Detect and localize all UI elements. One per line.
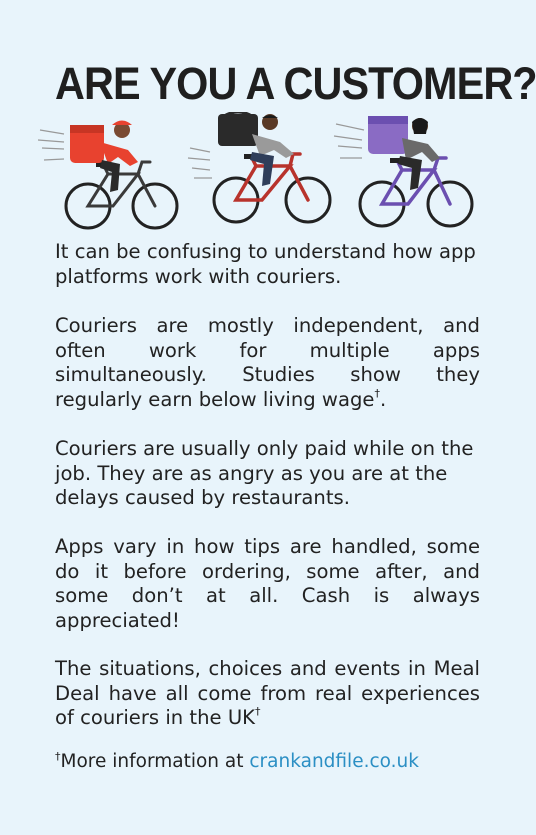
website-link[interactable]: crankandfile.co.uk bbox=[249, 751, 419, 772]
courier-red-bag-cyclist-icon bbox=[38, 120, 179, 230]
dagger-mark: † bbox=[55, 749, 61, 763]
courier-purple-bag-cyclist-icon bbox=[333, 116, 474, 228]
paragraph-meal-deal: The situations, choices and events in Me… bbox=[55, 657, 480, 729]
courier-black-bag-cyclist-icon bbox=[187, 112, 332, 224]
paragraph-intro: It can be confusing to understand how ap… bbox=[55, 240, 476, 288]
footnote: †More information at crankandfile.co.uk bbox=[55, 749, 419, 772]
paragraph-tips: Apps vary in how tips are handled, some … bbox=[55, 535, 480, 632]
dagger-mark: † bbox=[374, 386, 380, 400]
page-title: ARE YOU A CUSTOMER? bbox=[55, 58, 536, 109]
paragraph-independent: Couriers are mostly independent, and oft… bbox=[55, 314, 480, 411]
paragraph-paid: Couriers are usually only paid while on … bbox=[55, 437, 474, 509]
couriers-illustration bbox=[38, 112, 474, 230]
dagger-mark: † bbox=[255, 705, 261, 719]
